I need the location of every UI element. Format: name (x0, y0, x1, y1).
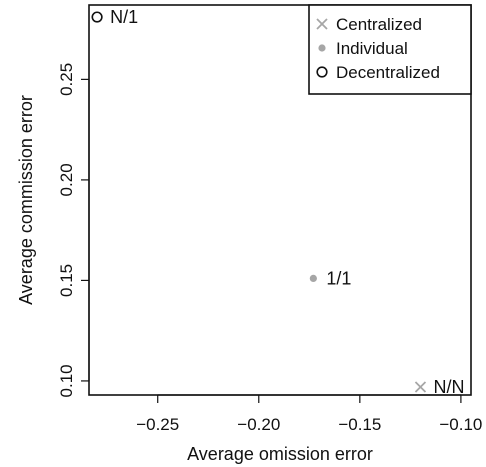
point-label: N/N (433, 377, 464, 397)
legend-marker (318, 44, 326, 52)
y-axis-title: Average commission error (16, 95, 36, 305)
legend-marker (316, 66, 328, 78)
data-point (91, 11, 103, 23)
legend-label: Centralized (336, 15, 422, 34)
legend-marker-stroke (316, 18, 328, 30)
legend-box (308, 4, 472, 95)
legend-label: Decentralized (336, 63, 440, 82)
legend-marker (316, 18, 328, 30)
data-point (414, 381, 427, 393)
y-tick-label: 0.25 (57, 63, 76, 96)
data-point (309, 274, 317, 283)
legend: Centralized Individual Decentralized (308, 4, 472, 95)
y-axis: 0.10 0.15 0.20 0.25 (57, 63, 90, 397)
legend-label: Individual (336, 39, 408, 58)
x-tick-label: −0.15 (338, 415, 381, 434)
x-axis-title: Average omission error (187, 444, 373, 464)
point-label: 1/1 (326, 268, 351, 288)
y-tick-label: 0.15 (57, 264, 76, 297)
data-points: N/N 1/1 N/1 (91, 7, 464, 397)
x-tick-label: −0.10 (439, 415, 482, 434)
y-tick-label: 0.10 (57, 364, 76, 397)
x-axis: −0.25 −0.20 −0.15 −0.10 (136, 394, 482, 434)
data-point-stroke (414, 381, 427, 393)
x-tick-label: −0.25 (136, 415, 179, 434)
x-tick-label: −0.20 (237, 415, 280, 434)
point-label: N/1 (110, 7, 138, 27)
y-tick-label: 0.20 (57, 163, 76, 196)
